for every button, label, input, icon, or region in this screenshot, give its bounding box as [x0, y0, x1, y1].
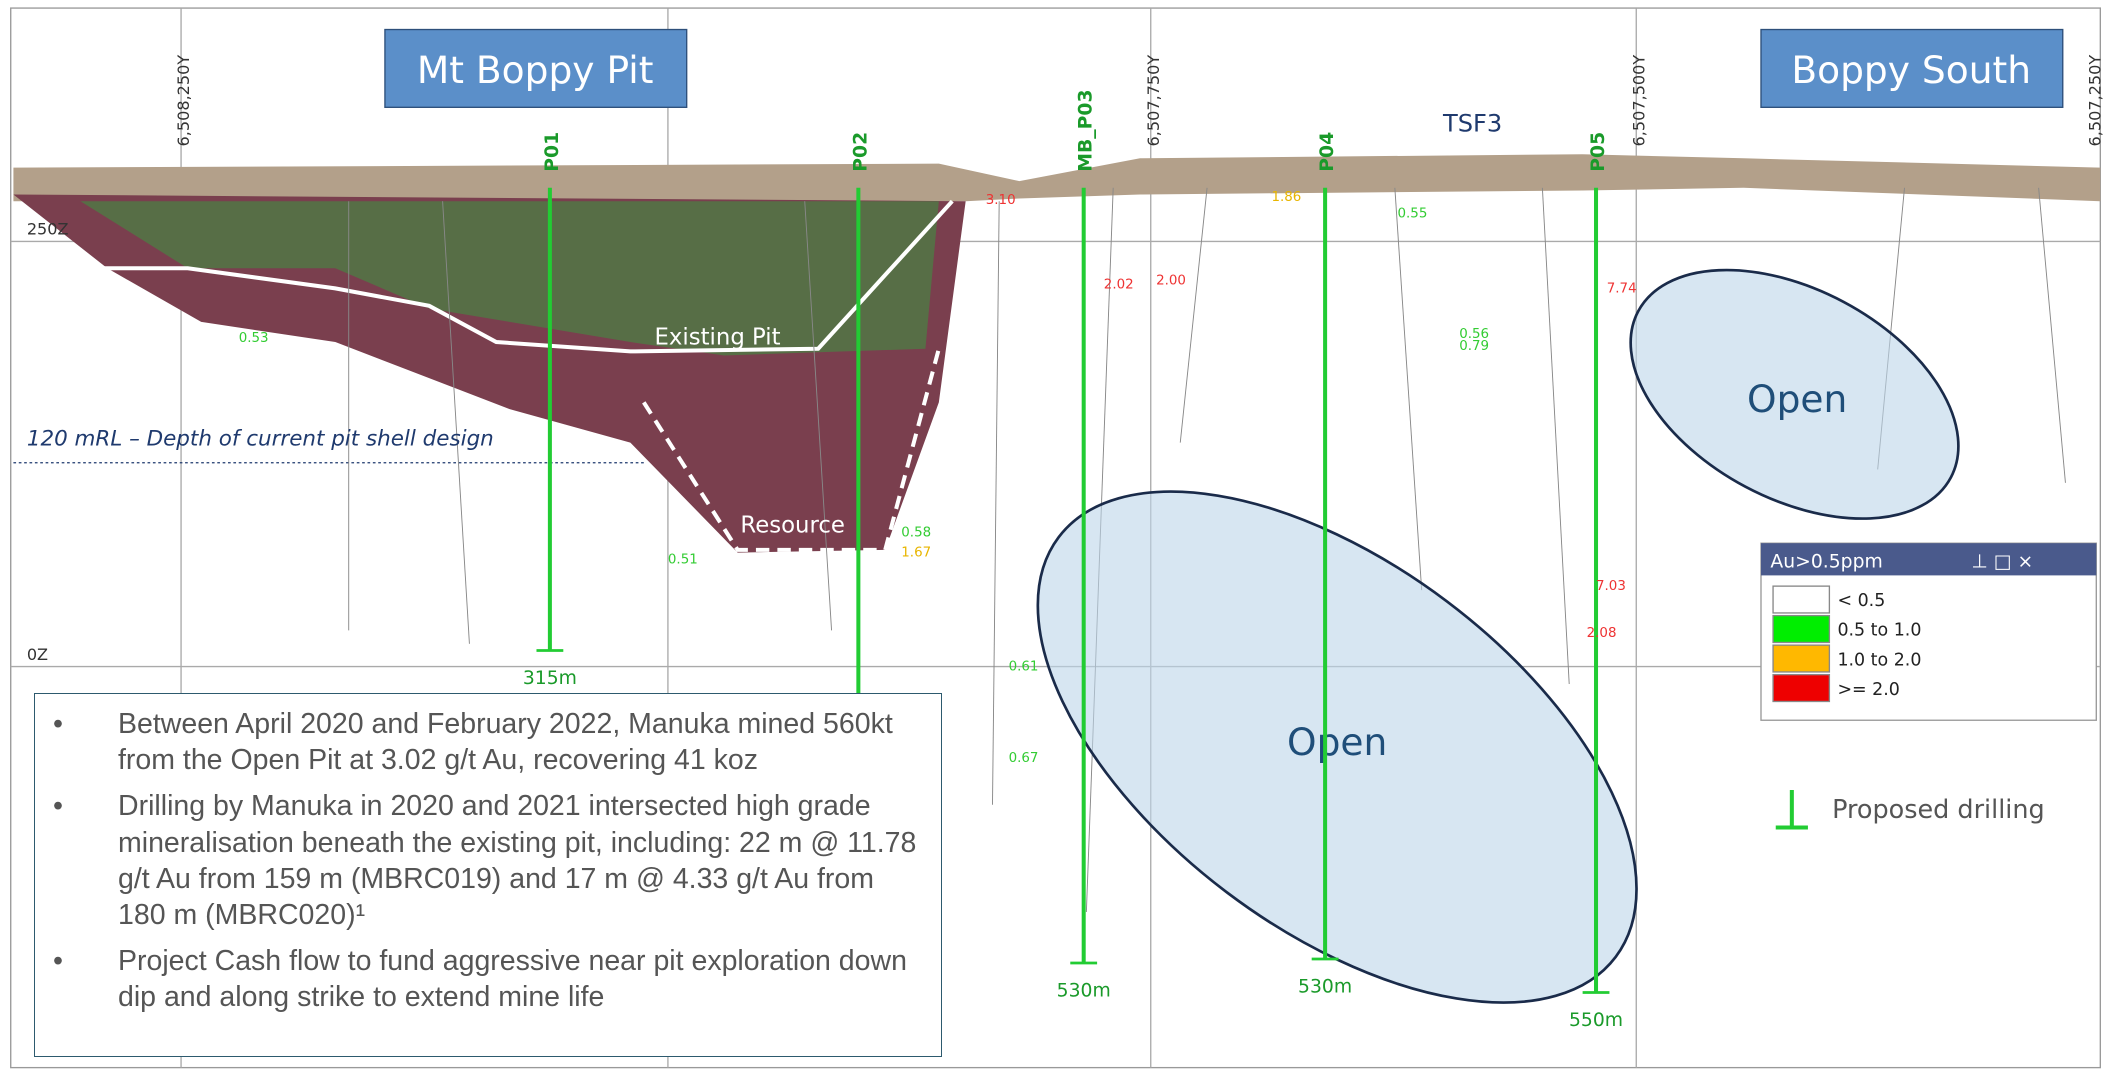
legend-controls[interactable]: ⊥ □ × — [1972, 551, 2034, 572]
legend-swatch — [1773, 616, 1829, 643]
northing-label: 6,507,750Y — [1144, 55, 1163, 147]
assay-label: 0.61 — [1009, 660, 1039, 675]
bullet-marker: • — [53, 706, 63, 742]
legend-item: 1.0 to 2.0 — [1837, 650, 1921, 670]
bullet-text: Drilling by Manuka in 2020 and 2021 inte… — [118, 790, 916, 931]
bullet-text: Project Cash flow to fund aggressive nea… — [118, 945, 907, 1013]
proposed-drilling-label: Proposed drilling — [1832, 795, 2045, 825]
tsf-label: TSF3 — [1442, 109, 1502, 137]
open-label: Open — [1287, 720, 1387, 764]
assay-label: 0.79 — [1459, 339, 1489, 354]
legend-swatch — [1773, 586, 1829, 613]
bullet: • Drilling by Manuka in 2020 and 2021 int… — [53, 788, 923, 933]
assay-label: 0.53 — [239, 331, 269, 346]
assay-label: 0.67 — [1009, 751, 1039, 766]
legend-item: >= 2.0 — [1837, 680, 1899, 700]
assay-label: 2.08 — [1587, 626, 1617, 641]
elevation-label: 0Z — [27, 645, 48, 664]
legend-swatch — [1773, 675, 1829, 702]
proposed-hole-name: P02 — [850, 132, 871, 172]
bullet: • Between April 2020 and February 2022, M… — [53, 706, 923, 778]
proposed-hole-depth: 530m — [1298, 977, 1352, 998]
bullet-marker: • — [53, 788, 63, 824]
assay-label: 0.51 — [668, 552, 698, 567]
northing-label: 6,507,500Y — [1629, 55, 1648, 147]
title: Mt Boppy Pit — [417, 48, 654, 92]
legend-swatch — [1773, 645, 1829, 672]
page: {"titles":["Mt Boppy Pit","Boppy South"]… — [0, 0, 2103, 1073]
legend-title: Au>0.5ppm — [1770, 551, 1882, 572]
elevation-label: 250Z — [27, 220, 69, 239]
bullet-box: • Between April 2020 and February 2022, M… — [34, 693, 942, 1057]
proposed-hole-name: P05 — [1588, 132, 1609, 172]
title: Boppy South — [1791, 48, 2031, 92]
assay-label: 2.02 — [1104, 277, 1134, 292]
assay-label: 1.67 — [901, 546, 931, 561]
legend-item: 0.5 to 1.0 — [1837, 621, 1921, 641]
assay-label: 0.58 — [901, 526, 931, 541]
assay-label: 7.03 — [1596, 579, 1626, 594]
proposed-hole-name: P04 — [1317, 132, 1338, 172]
proposed-hole-depth: 315m — [523, 668, 577, 689]
assay-label: 2.00 — [1156, 273, 1186, 288]
bullet-text: Between April 2020 and February 2022, Ma… — [118, 708, 893, 776]
proposed-hole-depth: 530m — [1057, 981, 1111, 1002]
proposed-hole-name: MB_P03 — [1076, 89, 1097, 171]
open-label: Open — [1747, 377, 1847, 421]
northing-label: 6,507,250Y — [2085, 55, 2103, 147]
northing-label: 6,508,250Y — [174, 55, 193, 147]
legend-item: < 0.5 — [1837, 591, 1885, 611]
proposed-hole-name: P01 — [542, 132, 563, 172]
resource-label: Resource — [740, 512, 845, 538]
existing-pit-label: Existing Pit — [655, 325, 781, 351]
assay-label: 0.55 — [1398, 206, 1428, 221]
bullet: • Project Cash flow to fund aggressive ne… — [53, 943, 923, 1015]
depth-line-label: 120 mRL – Depth of current pit shell des… — [27, 426, 494, 451]
assay-label: 1.86 — [1271, 190, 1301, 205]
proposed-hole-depth: 550m — [1569, 1010, 1623, 1031]
bullet-marker: • — [53, 943, 63, 979]
assay-label: 3.10 — [986, 193, 1016, 208]
assay-label: 7.74 — [1607, 281, 1637, 296]
